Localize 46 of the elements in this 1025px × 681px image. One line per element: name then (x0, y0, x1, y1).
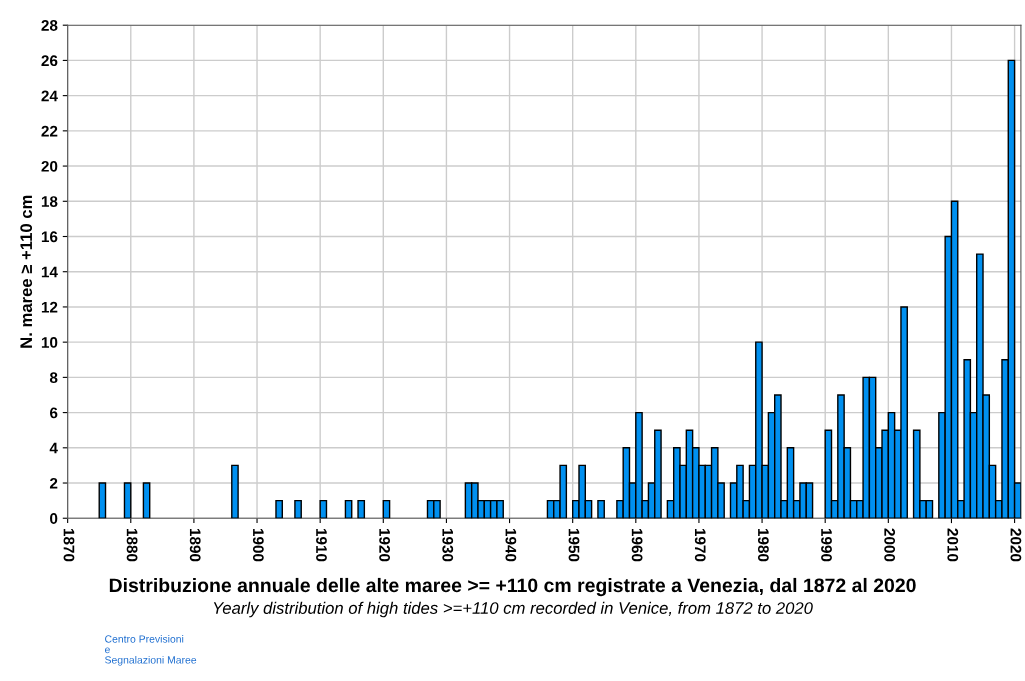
bar (319, 499, 328, 519)
x-tick-label: 1890 (189, 528, 201, 562)
x-tick-label: 2000 (884, 528, 896, 562)
x-tick-label: 1880 (126, 528, 138, 562)
x-tick-label: 1920 (379, 528, 391, 562)
x-tick-label: 1980 (757, 528, 769, 562)
x-tick-label: 1940 (505, 528, 517, 562)
x-tick-label: 2020 (1010, 528, 1022, 562)
y-tick-label: 0 (50, 513, 58, 524)
y-tick-label: 12 (41, 301, 58, 313)
x-tick-label: 2010 (947, 528, 959, 562)
x-tick-label: 1930 (442, 528, 454, 562)
y-tick-label: 20 (41, 160, 58, 172)
bar (357, 499, 366, 519)
y-axis-title: N. maree ≥ +110 cm (20, 195, 33, 348)
y-tick-label: 22 (41, 125, 58, 137)
y-tick-label: 24 (41, 90, 58, 102)
bar (382, 499, 391, 519)
y-tick-label: 6 (49, 407, 58, 419)
bar (123, 482, 132, 519)
text: Distribuzione annuale delle alte maree >= +110 cm registrate a Venezia, dal 1872 al 2020 (109, 577, 916, 597)
bar (98, 482, 107, 519)
text: Centro Previsioni e Segnalazioni Maree (104, 635, 197, 666)
y-tick-label: 8 (49, 372, 58, 384)
bar (231, 464, 239, 519)
bar (597, 499, 605, 519)
y-tick-label: 14 (41, 266, 58, 278)
x-tick-label: 1970 (694, 528, 706, 562)
y-tick-label: 16 (41, 231, 58, 243)
y-tick-label: 2 (49, 477, 58, 489)
text: Yearly distribution of high tides >=+110 cm recorded in Venice, from 1872 to 2020 (213, 601, 813, 618)
y-tick-label: 10 (41, 337, 58, 348)
x-tick-label: 1950 (568, 528, 580, 562)
x-tick-label: 1960 (631, 528, 643, 562)
x-tick-label: 1900 (252, 528, 264, 562)
y-tick-label: 4 (49, 442, 58, 454)
x-tick-label: 1870 (63, 528, 75, 562)
bar (275, 499, 283, 519)
y-tick-label: 28 (41, 20, 58, 31)
x-tick-label: 1990 (821, 528, 832, 562)
bar (142, 482, 151, 519)
bar (294, 499, 302, 519)
x-tick-label: 1910 (316, 528, 327, 562)
y-tick-label: 18 (41, 196, 58, 207)
y-tick-label: 26 (41, 55, 58, 67)
bar (344, 499, 353, 519)
